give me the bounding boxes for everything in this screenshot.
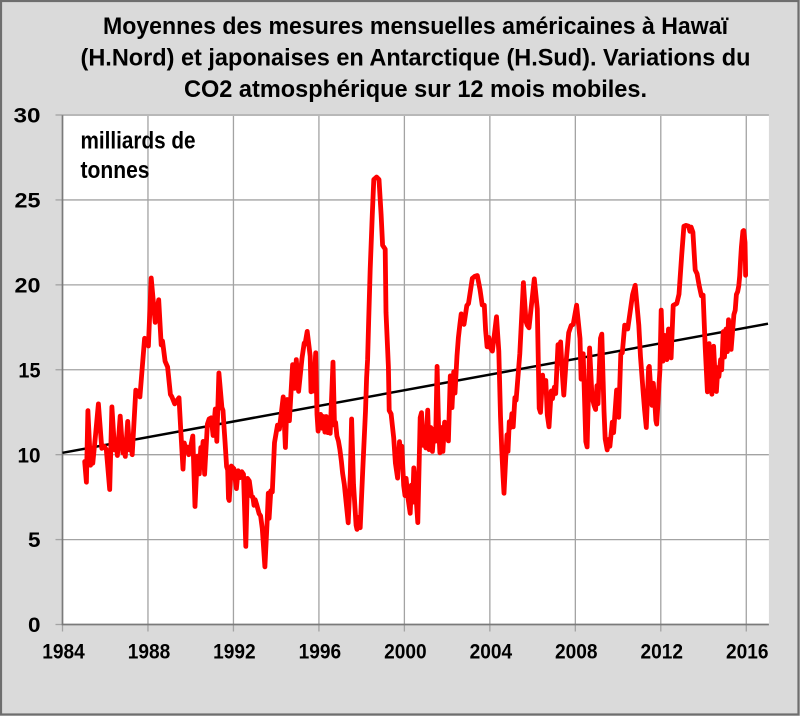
svg-text:1996: 1996 (299, 640, 342, 664)
svg-text:2008: 2008 (555, 640, 598, 664)
svg-text:2000: 2000 (384, 640, 427, 664)
svg-text:2012: 2012 (641, 640, 684, 664)
svg-text:25: 25 (15, 189, 41, 213)
svg-text:2004: 2004 (470, 640, 513, 664)
svg-text:5: 5 (28, 528, 41, 552)
svg-text:(H.Nord) et japonaises en Anta: (H.Nord) et japonaises en Antarctique (H… (81, 45, 751, 72)
svg-text:tonnes: tonnes (81, 157, 150, 184)
svg-text:1992: 1992 (213, 640, 256, 664)
svg-text:CO2 atmosphérique sur 12 mois: CO2 atmosphérique sur 12 mois mobiles. (184, 76, 647, 103)
svg-text:2016: 2016 (726, 640, 769, 664)
svg-text:30: 30 (14, 104, 41, 128)
svg-text:10: 10 (18, 443, 41, 467)
svg-text:1984: 1984 (42, 640, 85, 664)
svg-text:Moyennes des mesures mensuelle: Moyennes des mesures mensuelles américai… (103, 13, 729, 40)
svg-text:20: 20 (15, 273, 41, 297)
svg-text:1988: 1988 (128, 640, 171, 664)
svg-text:15: 15 (18, 358, 40, 382)
svg-text:milliards de: milliards de (81, 128, 196, 155)
svg-text:0: 0 (28, 613, 41, 637)
